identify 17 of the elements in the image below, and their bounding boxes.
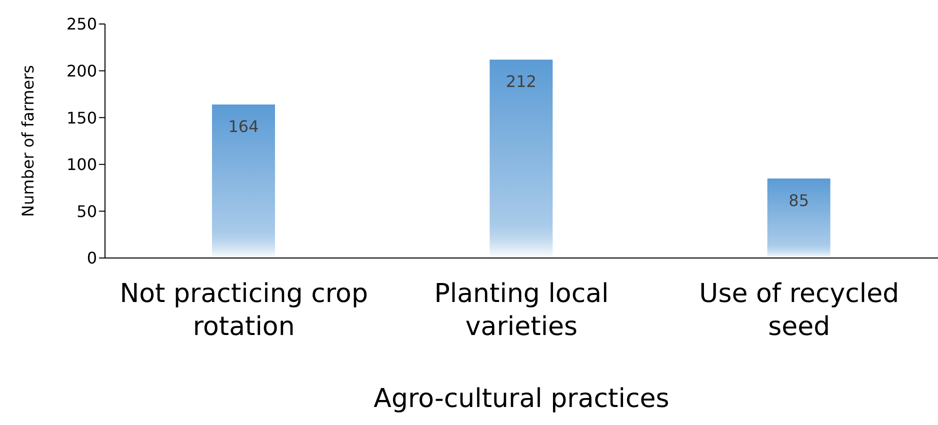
data-label: 85: [788, 190, 810, 210]
y-tick-label: 0: [86, 248, 97, 268]
bar: [490, 60, 553, 258]
bar: [212, 104, 275, 258]
y-tick-label: 250: [66, 14, 97, 34]
x-tick-label: Use of recycled seed: [699, 279, 900, 342]
x-tick-label: Not practicing crop rotation: [120, 279, 368, 342]
bar: [767, 178, 830, 258]
x-tick-label: Planting local varieties: [434, 279, 609, 342]
y-axis-title: Number of farmers: [18, 65, 38, 217]
y-tick-label: 50: [76, 202, 97, 221]
y-tick-label: 200: [66, 61, 97, 80]
x-axis-title: Agro-cultural practices: [374, 384, 670, 414]
data-label: 164: [228, 116, 259, 136]
y-tick-label: 150: [66, 108, 97, 128]
data-label: 212: [506, 72, 536, 91]
y-tick-label: 100: [66, 155, 97, 174]
